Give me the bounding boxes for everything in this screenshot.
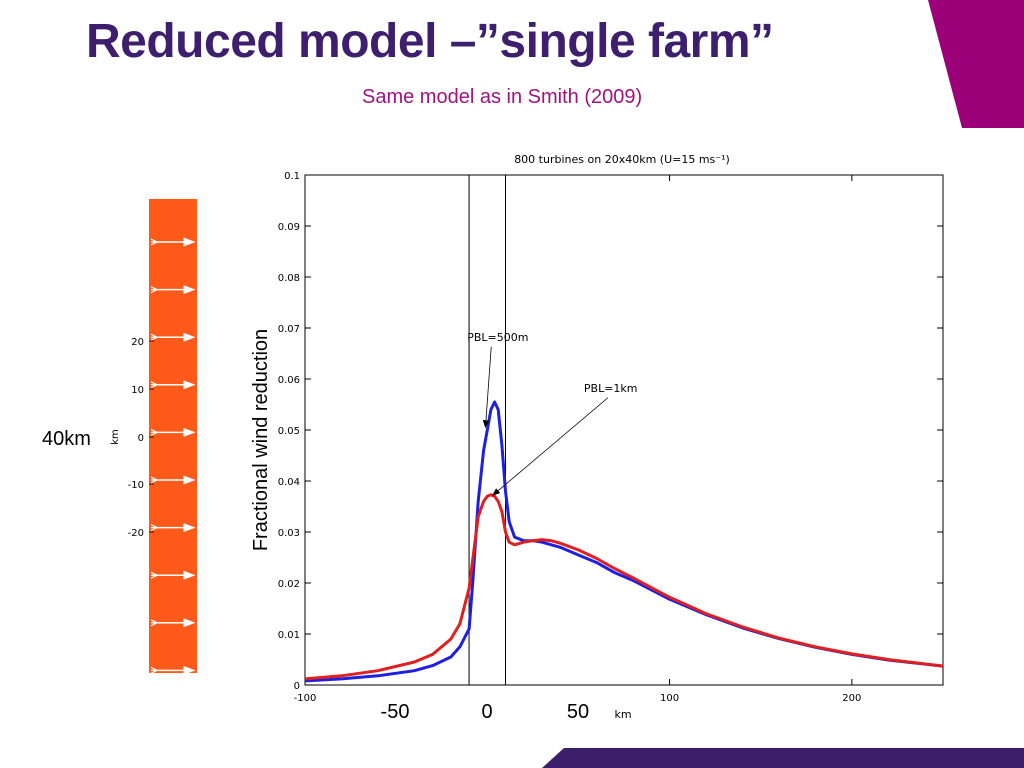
wind-arrow-tail xyxy=(150,238,159,246)
farm-axis-ticks: 20 10 0 -10 -20 xyxy=(128,337,154,539)
farm-axis-unit: km xyxy=(110,429,121,445)
corner-decoration-top xyxy=(928,0,1024,128)
x-label-0: 0 xyxy=(481,701,492,723)
wind-arrow-tail xyxy=(150,666,159,674)
wind-arrow-tail xyxy=(150,571,159,579)
wind-arrow-tail xyxy=(150,333,159,341)
y-tick-label: 0.05 xyxy=(278,426,300,437)
chart-title: 800 turbines on 20x40km (U=15 ms⁻¹) xyxy=(514,153,730,166)
farm-boundary-lines xyxy=(468,175,507,685)
series-lines xyxy=(304,400,944,683)
farm-tick-label: 20 xyxy=(131,337,144,348)
annotation-arrow xyxy=(482,346,492,429)
farm-tick-label: -10 xyxy=(128,480,144,491)
annotation-arrow xyxy=(492,397,609,496)
farm-tick-label: 0 xyxy=(138,433,144,444)
wind-arrow-tail xyxy=(150,286,159,294)
corner-decoration-bottom xyxy=(542,748,1024,768)
x-tick-label: 100 xyxy=(660,693,679,704)
y-tick-label: 0.08 xyxy=(278,273,300,284)
y-tick-label: 0.1 xyxy=(284,171,300,182)
series-line-pbl-500m xyxy=(304,400,944,683)
y-tick-label: 0.04 xyxy=(278,477,300,488)
x-tick-label: 200 xyxy=(842,693,861,704)
farm-tick-label: -20 xyxy=(128,528,144,539)
annotation-label: PBL=1km xyxy=(584,382,638,395)
farm-rectangle xyxy=(149,199,197,673)
plot-frame xyxy=(304,174,944,686)
overlay-x-labels: -50 0 50 km xyxy=(381,701,632,723)
y-axis-ticks: 0 0.01 0.02 0.03 0.04 0.05 0.06 0.07 0.08 0.09 0.1 xyxy=(278,171,943,692)
slide-subtitle: Same model as in Smith (2009) xyxy=(362,86,643,108)
chart-annotations: PBL=500m PBL=1km xyxy=(467,331,638,496)
x-label-50: 50 xyxy=(567,701,589,723)
x-label-neg50: -50 xyxy=(381,701,410,723)
y-axis-label: Fractional wind reduction xyxy=(250,329,272,551)
wind-arrow-tail xyxy=(150,524,159,532)
annotation-label: PBL=500m xyxy=(467,331,528,344)
wind-arrow-tail xyxy=(150,619,159,627)
y-tick-label: 0.09 xyxy=(278,222,300,233)
y-tick-label: 0.01 xyxy=(278,630,300,641)
chart: 800 turbines on 20x40km (U=15 ms⁻¹) 0 0.0… xyxy=(250,153,944,704)
x-tick-label: -100 xyxy=(294,693,317,704)
series-line-pbl-1km xyxy=(304,493,944,681)
wind-arrow-tail xyxy=(150,381,159,389)
wind-arrows xyxy=(150,237,196,675)
y-tick-label: 0.03 xyxy=(278,528,300,539)
y-tick-label: 0.07 xyxy=(278,324,300,335)
x-axis-unit-label: km xyxy=(614,708,631,721)
farm-tick-label: 10 xyxy=(131,385,144,396)
farm-size-label: 40km xyxy=(42,428,91,450)
slide-title: Reduced model –”single farm” xyxy=(86,15,774,68)
wind-arrow-tail xyxy=(150,476,159,484)
wind-arrow-tail xyxy=(150,428,159,436)
x-axis-ticks: -100 100 200 xyxy=(294,175,861,704)
y-tick-label: 0 xyxy=(294,681,300,692)
y-tick-label: 0.06 xyxy=(278,375,300,386)
farm-panel: 20 10 0 -10 -20 km 40km xyxy=(42,199,197,675)
y-tick-label: 0.02 xyxy=(278,579,300,590)
